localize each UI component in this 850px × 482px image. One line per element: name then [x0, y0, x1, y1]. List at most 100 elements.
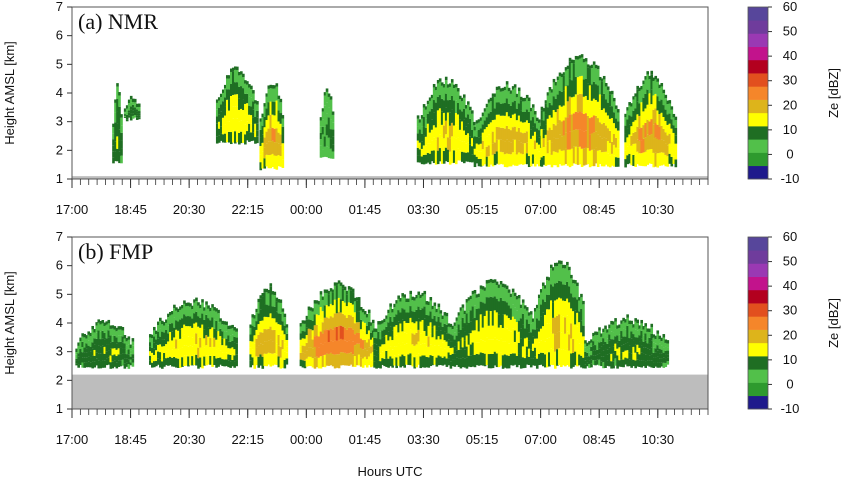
echo-pixel [261, 332, 265, 345]
echo-pixel [135, 109, 139, 112]
echo-pixel [449, 334, 453, 342]
echo-pixel [467, 300, 471, 312]
colorbar-tick-label: -10 [781, 401, 800, 416]
echo-pixel [159, 344, 162, 353]
echo-pixel [259, 129, 263, 138]
echo-pixel [399, 312, 402, 324]
echo-pixel [473, 154, 477, 161]
echo-pixel [556, 109, 560, 124]
echo-pixel [175, 348, 178, 359]
echo-pixel [215, 330, 218, 340]
echo-pixel [473, 330, 477, 343]
echo-edge [634, 318, 637, 322]
echo-pixel [582, 315, 585, 326]
echo-edge [497, 284, 501, 288]
echo-pixel [483, 146, 487, 156]
echo-pixel [501, 127, 505, 141]
echo-pixel [475, 150, 479, 157]
echo-pixel [115, 337, 119, 344]
echo-pixel [491, 108, 495, 121]
echo-pixel [664, 362, 668, 367]
echo-pixel [199, 318, 202, 328]
echo-edge [481, 112, 485, 117]
echo-pixel [263, 127, 267, 138]
echo-pixel [123, 113, 127, 115]
echo-pixel [588, 150, 592, 168]
echo-pixel [111, 328, 115, 336]
echo-edge [584, 340, 587, 344]
echo-pixel [566, 281, 569, 299]
echo-pixel [369, 346, 373, 354]
echo-pixel [505, 125, 509, 140]
echo-pixel [590, 350, 593, 356]
echo-pixel [554, 125, 558, 139]
echo-pixel [636, 344, 639, 353]
echo-pixel [564, 70, 568, 87]
echo-pixel [223, 331, 226, 339]
echo-pixel [544, 134, 548, 146]
echo-pixel [471, 121, 474, 130]
echo-pixel [529, 157, 533, 167]
echo-cell [148, 297, 238, 369]
echo-pixel [638, 347, 641, 355]
echo-pixel [407, 343, 411, 355]
echo-pixel [473, 136, 477, 143]
echo-edge [485, 103, 489, 108]
echo-edge [221, 320, 224, 325]
echo-edge [626, 107, 629, 111]
echo-edge [614, 318, 617, 322]
echo-pixel [622, 336, 625, 345]
echo-pixel [664, 358, 668, 363]
echo-pixel [485, 297, 489, 311]
echo-pixel [493, 296, 497, 311]
echo-pixel [620, 359, 623, 367]
echo-pixel [277, 110, 281, 122]
echo-pixel [181, 347, 184, 358]
echo-pixel [626, 110, 629, 120]
echo-edge [556, 262, 559, 267]
echo-pixel [255, 312, 259, 322]
echo-pixel [416, 118, 420, 127]
echo-pixel [465, 346, 469, 358]
echo-pixel [539, 292, 543, 305]
echo-pixel [263, 304, 267, 317]
echo-pixel [582, 336, 585, 348]
colorbar-segment [748, 395, 768, 410]
echo-pixel [594, 340, 597, 346]
echo-edge [453, 322, 457, 326]
echo-edge [552, 78, 556, 83]
echo-edge [554, 82, 558, 86]
echo-pixel [568, 350, 571, 367]
echo-pixel [261, 296, 265, 309]
echo-pixel [636, 359, 639, 367]
echo-pixel [187, 305, 190, 317]
echo-pixel [329, 138, 333, 149]
echo-pixel [451, 335, 455, 342]
echo-pixel [411, 333, 415, 345]
echo-pixel [670, 128, 674, 139]
echo-pixel [261, 117, 265, 126]
echo-pixel [181, 337, 184, 348]
echo-pixel [525, 153, 529, 165]
echo-pixel [327, 107, 331, 118]
echo-pixel [479, 120, 483, 129]
echo-pixel [511, 127, 515, 140]
echo-pixel [195, 311, 198, 323]
echo-pixel [95, 332, 99, 339]
echo-pixel [403, 332, 406, 345]
echo-pixel [397, 298, 400, 311]
echo-edge [503, 284, 507, 288]
echo-pixel [546, 118, 550, 131]
echo-pixel [598, 342, 601, 349]
echo-edge [395, 300, 398, 304]
echo-pixel [193, 313, 196, 324]
echo-pixel [466, 142, 470, 153]
echo-pixel [485, 107, 489, 118]
echo-edge [582, 300, 585, 305]
echo-edge [463, 310, 467, 315]
echo-pixel [259, 309, 263, 321]
echo-pixel [429, 322, 433, 334]
echo-pixel [564, 101, 568, 118]
echo-pixel [261, 344, 265, 357]
echo-pixel [604, 99, 608, 113]
